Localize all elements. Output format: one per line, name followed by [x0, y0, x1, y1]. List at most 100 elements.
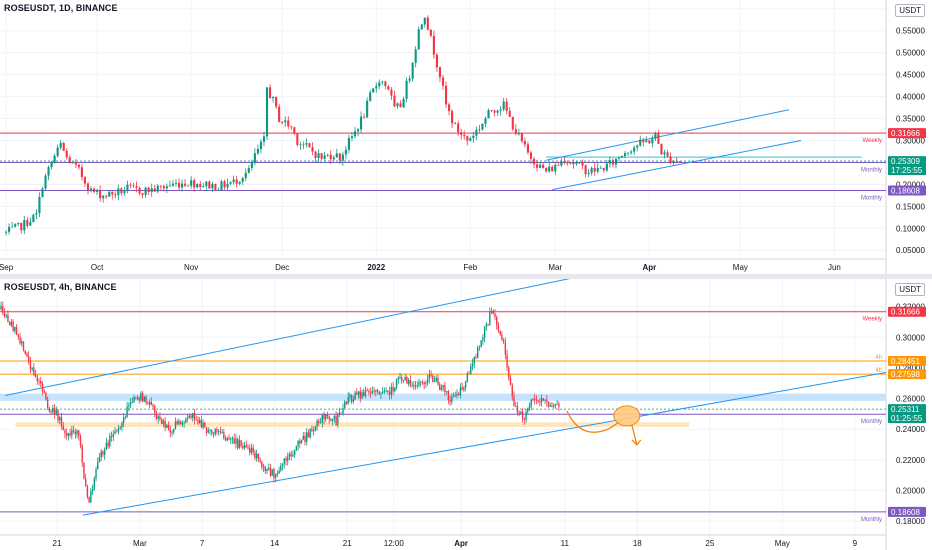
candle-body — [544, 399, 546, 401]
candle-body — [623, 153, 627, 157]
candle-body — [535, 399, 538, 401]
candle-body — [518, 412, 520, 414]
candle-body — [409, 380, 412, 386]
candle-body — [332, 157, 335, 160]
chart-title: ROSEUSDT, 4h, BINANCE — [4, 282, 117, 292]
candle-body — [356, 392, 358, 395]
daily-chart-panel[interactable]: WeeklyMonthlyMonthly0.600000.550000.5000… — [0, 0, 932, 274]
candle-body — [86, 485, 89, 498]
candle-body — [116, 431, 118, 433]
candle-body — [8, 322, 11, 326]
candle-body — [29, 360, 32, 370]
candle-body — [363, 116, 366, 118]
candle-body — [5, 315, 7, 317]
candle-body — [80, 167, 83, 178]
candle-body — [496, 317, 498, 326]
candle-body — [563, 161, 566, 163]
candle-body — [124, 417, 127, 418]
candle-body — [305, 143, 308, 145]
current-price-tag-label: 0.25309 — [891, 157, 920, 166]
countdown-label: 17:25:55 — [891, 166, 923, 175]
candle-body — [103, 449, 106, 455]
candle-body — [129, 184, 132, 186]
candle-body — [325, 414, 327, 420]
candle-body — [513, 395, 515, 406]
candle-body — [120, 188, 123, 194]
candle-body — [554, 404, 557, 406]
candle-body — [32, 214, 35, 223]
current-price-tag-label: 0.25311 — [891, 405, 920, 414]
candle-body — [46, 399, 49, 409]
candle-body — [323, 155, 326, 159]
candle-body — [569, 162, 572, 164]
four-hour-chart-canvas[interactable]: Weekly4h4hMonthlyMonthly0.320000.300000.… — [0, 279, 932, 550]
candle-body — [438, 67, 442, 78]
candle-body — [275, 96, 278, 107]
candle-body — [341, 154, 344, 161]
candle-body — [307, 432, 310, 438]
candle-body — [326, 154, 329, 156]
candle-body — [259, 459, 261, 462]
candle-body — [376, 389, 379, 392]
candle-body — [193, 413, 196, 420]
candle-body — [478, 129, 481, 131]
pane-divider[interactable] — [0, 274, 932, 279]
candle-body — [233, 438, 235, 444]
time-tick-label: 21 — [53, 539, 62, 548]
candle-body — [509, 378, 512, 385]
candle-body — [515, 405, 517, 407]
candle-body — [645, 140, 648, 143]
candle-body — [159, 185, 162, 187]
candle-body — [53, 155, 56, 162]
candle-body — [186, 418, 189, 420]
candle-body — [520, 133, 523, 142]
candle-body — [539, 164, 542, 168]
candle-body — [299, 144, 302, 146]
four-hour-chart-panel[interactable]: Weekly4h4hMonthlyMonthly0.320000.300000.… — [0, 279, 932, 550]
candle-body — [484, 118, 487, 124]
trend-line-upper — [546, 109, 790, 161]
candle-body — [268, 87, 272, 99]
candle-body — [435, 377, 437, 381]
candle-body — [132, 185, 135, 187]
candle-body — [572, 162, 575, 165]
candle-body — [114, 431, 116, 434]
candle-body — [548, 166, 551, 172]
candle-body — [475, 357, 477, 358]
level-name: Monthly — [861, 168, 882, 174]
candle-body — [535, 164, 539, 168]
candle-body — [566, 162, 569, 164]
candle-body — [551, 405, 553, 407]
candle-body — [451, 396, 453, 402]
candle-body — [167, 425, 170, 431]
currency-button[interactable]: USDT — [895, 283, 925, 296]
currency-button[interactable]: USDT — [895, 4, 925, 17]
candle-body — [14, 326, 16, 331]
candle-body — [47, 167, 50, 176]
candle-body — [338, 153, 341, 161]
daily-chart-canvas[interactable]: WeeklyMonthlyMonthly0.600000.550000.5000… — [0, 0, 932, 274]
candle-body — [119, 427, 121, 429]
level-price-tag-label: 0.31666 — [891, 129, 920, 138]
candle-body — [238, 181, 241, 184]
candle-body — [660, 143, 663, 155]
candle-body — [373, 390, 375, 392]
candle-body — [342, 408, 344, 414]
candle-body — [499, 109, 502, 111]
candle-body — [502, 339, 505, 343]
candle-body — [368, 390, 370, 393]
level-price-tag-label: 0.18608 — [891, 508, 920, 517]
candle-body — [669, 156, 672, 163]
candle-body — [185, 418, 187, 423]
candle-body — [202, 186, 205, 188]
candle-body — [414, 385, 417, 387]
candle-body — [440, 387, 443, 390]
candle-body — [511, 116, 514, 130]
candle-body — [17, 222, 20, 225]
candle-body — [556, 403, 558, 405]
candle-body — [153, 188, 156, 192]
level-price-tag — [888, 369, 926, 380]
candle-body — [371, 390, 374, 393]
candle-body — [259, 141, 263, 150]
time-tick-label: 21 — [343, 539, 352, 548]
